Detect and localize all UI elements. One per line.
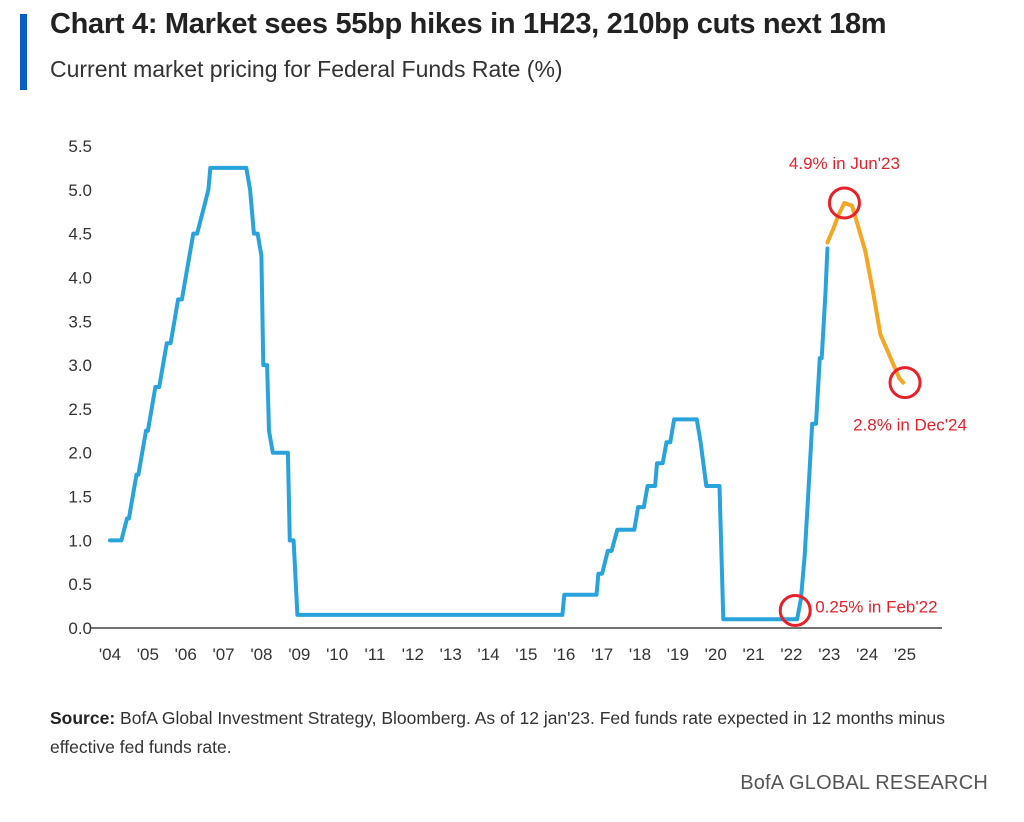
x-tick-label: '20 xyxy=(705,645,727,664)
x-tick-label: '13 xyxy=(440,645,462,664)
annotation-feb22-circle xyxy=(778,593,812,627)
annotation-feb22-label: 0.25% in Feb'22 xyxy=(815,597,937,616)
x-tick-label: '21 xyxy=(742,645,764,664)
y-tick-label: 3.5 xyxy=(68,312,92,331)
y-tick-label: 2.5 xyxy=(68,400,92,419)
source-text: BofA Global Investment Strategy, Bloombe… xyxy=(50,708,946,757)
y-tick-label: 0.0 xyxy=(68,619,92,638)
x-tick-label: '06 xyxy=(175,645,197,664)
annotation-dec24-label: 2.8% in Dec'24 xyxy=(853,416,967,435)
x-tick-label: '11 xyxy=(365,645,386,664)
x-tick-label: '10 xyxy=(326,645,348,664)
y-tick-label: 0.5 xyxy=(68,575,92,594)
annotations-group: 4.9% in Jun'23 2.8% in Dec'24 0.25% in Feb… xyxy=(778,154,967,627)
annotation-peak-circle xyxy=(827,186,861,220)
y-tick-label: 1.5 xyxy=(68,488,92,507)
x-tick-label: '22 xyxy=(780,645,802,664)
y-tick-label: 4.0 xyxy=(68,268,92,287)
chart-subtitle: Current market pricing for Federal Funds… xyxy=(50,56,563,82)
x-tick-label: '08 xyxy=(250,645,272,664)
brand-footer: BofA GLOBAL RESEARCH xyxy=(740,772,988,794)
x-tick-label: '19 xyxy=(667,645,689,664)
x-tick-label: '09 xyxy=(288,645,310,664)
y-tick-label: 1.0 xyxy=(68,531,92,550)
x-tick-label: '12 xyxy=(402,645,424,664)
x-tick-label: '14 xyxy=(477,645,499,664)
y-tick-label: 4.5 xyxy=(68,225,92,244)
x-tick-label: '15 xyxy=(515,645,537,664)
y-axis: 0.0 0.5 1.0 1.5 2.0 2.5 3.0 3.5 4.0 4.5 5.0 5.5 xyxy=(68,137,92,638)
y-tick-label: 5.0 xyxy=(68,181,92,200)
x-tick-label: '25 xyxy=(894,645,916,664)
source-note: Source: BofA Global Investment Strategy,… xyxy=(50,704,1000,762)
chart-title: Chart 4: Market sees 55bp hikes in 1H23,… xyxy=(50,8,887,40)
x-tick-label: '18 xyxy=(629,645,651,664)
y-tick-label: 5.5 xyxy=(68,137,92,156)
x-tick-label: '17 xyxy=(591,645,613,664)
y-tick-label: 2.0 xyxy=(68,444,92,463)
x-tick-label: '05 xyxy=(137,645,159,664)
x-axis: '04 '05 '06 '07 '08 '09 '10 '11 '12 '13 '14 '15 '16 '… xyxy=(99,645,916,664)
x-tick-label: '07 xyxy=(212,645,234,664)
line-chart: 0.0 0.5 1.0 1.5 2.0 2.5 3.0 3.5 4.0 4.5 5.0 5.5 '04… xyxy=(68,137,967,664)
x-tick-label: '24 xyxy=(856,645,878,664)
historical-rate-line xyxy=(108,165,830,622)
source-label: Source: xyxy=(50,708,116,728)
annotation-peak-label: 4.9% in Jun'23 xyxy=(789,154,900,173)
x-tick-label: '04 xyxy=(99,645,121,664)
market-pricing-line xyxy=(825,201,906,385)
title-accent-bar xyxy=(20,14,27,90)
series-group xyxy=(108,165,906,622)
x-tick-label: '16 xyxy=(553,645,575,664)
x-tick-label: '23 xyxy=(818,645,840,664)
annotation-dec24-circle xyxy=(888,366,922,400)
y-tick-label: 3.0 xyxy=(68,356,92,375)
